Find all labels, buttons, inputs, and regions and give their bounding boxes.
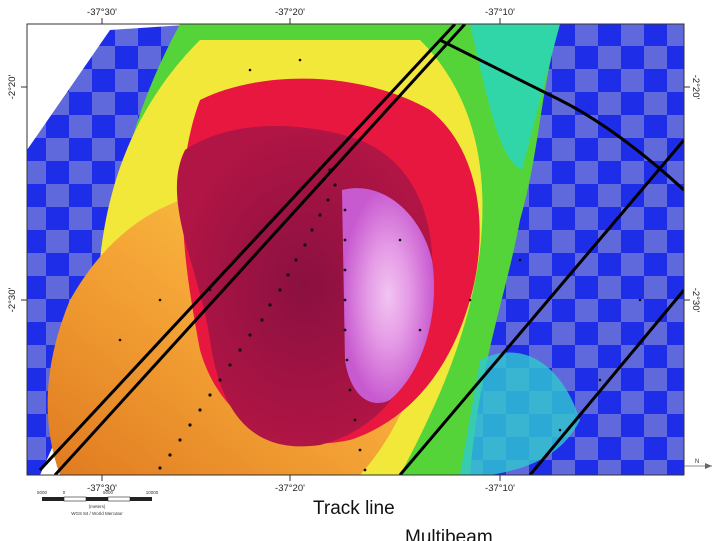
top-axis: -37°30' -37°20' -37°10': [87, 7, 515, 24]
sounding-points: [118, 58, 642, 472]
scale-label: 5000: [103, 490, 114, 495]
north-arrow: N: [684, 459, 712, 469]
track-line-1: [38, 24, 457, 472]
map-body: [27, 24, 684, 475]
right-tick-label: -2°30': [690, 288, 701, 313]
left-tick-label: -2°20': [7, 75, 18, 100]
bottom-tick-label: -37°10': [485, 483, 515, 494]
left-tick-label: -2°30': [7, 288, 18, 313]
scale-unit: (meters): [89, 504, 106, 509]
top-tick-label: -37°10': [485, 7, 515, 18]
track-line-4: [528, 289, 684, 475]
scale-label: 0: [63, 490, 66, 495]
track-line-2: [53, 24, 467, 475]
top-tick-label: -37°30': [87, 7, 117, 18]
left-axis: -2°20' -2°30': [7, 75, 27, 313]
right-tick-label: -2°20': [690, 75, 701, 100]
map-frame: [26, 23, 685, 476]
scale-label: 5000: [37, 490, 48, 495]
track-line-3: [398, 139, 684, 475]
peak-contour: [342, 188, 435, 404]
scale-bar: 5000 0 5000 10000 (meters) WGS 84 / Worl…: [37, 490, 159, 516]
north-arrow-label: N: [695, 459, 699, 465]
scale-label: 10000: [146, 490, 159, 495]
bottom-tick-label: -37°30': [87, 483, 117, 494]
right-axis: -2°20' -2°30': [684, 75, 701, 313]
track-line-5: [439, 38, 684, 192]
cyan-contour: [470, 24, 560, 170]
bottom-tick-label: -37°20': [275, 483, 305, 494]
lower-cyan-contour: [460, 352, 580, 475]
track-lines: [38, 24, 684, 475]
legend-track-line: Track line: [313, 498, 395, 519]
scale-projection: WGS 84 / World Mercator: [71, 511, 123, 516]
bottom-axis: -37°30' -37°20' -37°10': [87, 475, 515, 494]
legend-multibeam: Multibeam: [405, 527, 493, 541]
top-tick-label: -37°20': [275, 7, 305, 18]
